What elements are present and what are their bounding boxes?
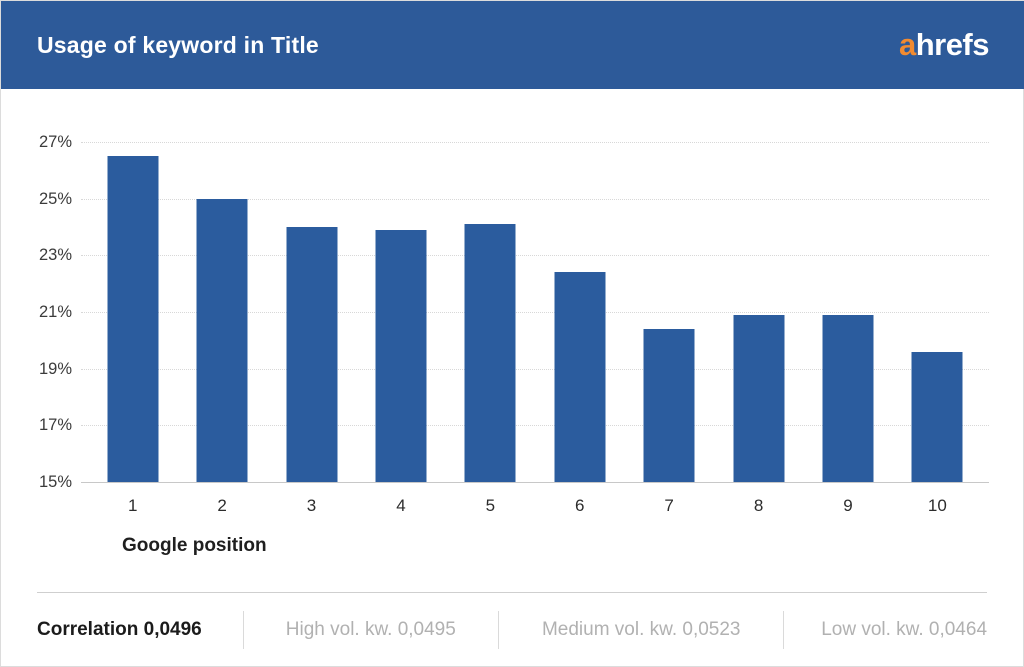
high-volume-correlation: High vol. kw. 0,0495 (242, 610, 498, 649)
ahrefs-logo-text: hrefs (915, 27, 990, 62)
y-axis-tick: 17% (38, 416, 72, 435)
y-axis-tick: 25% (38, 189, 72, 208)
y-axis-tick: 27% (38, 133, 72, 151)
gridline: 27% (39, 133, 989, 151)
bar-slot (446, 142, 535, 482)
ahrefs-logo: ahrefs (898, 27, 990, 63)
low-volume-correlation: Low vol. kw. 0,0464 (783, 610, 987, 649)
bar-position-8 (733, 314, 785, 482)
bar-position-6 (554, 272, 606, 482)
correlation-value: Correlation 0,0496 (37, 618, 202, 640)
bar-slot (88, 142, 177, 482)
bar-position-10 (911, 351, 963, 482)
x-axis-tick: 9 (843, 496, 853, 515)
bar-slot (624, 142, 713, 482)
y-axis-tick: 15% (38, 473, 72, 491)
gridline: 19% (39, 360, 989, 378)
gridline: 21% (39, 303, 989, 321)
bar-position-1 (107, 156, 159, 482)
header-bar: Usage of keyword in Title ahrefs (1, 1, 1024, 89)
x-axis-tick: 4 (396, 496, 406, 515)
bar-slot (535, 142, 624, 482)
x-axis-tick: 5 (485, 496, 496, 515)
x-axis-baseline: 15% (39, 473, 989, 491)
ahrefs-logo-accent: a (898, 27, 916, 62)
bar-position-9 (822, 314, 874, 482)
bar-chart: 27% 25% 23% 21% 19% 17% 15% 1 2 3 4 5 6 7 8 9 10 Google… (1, 89, 1024, 592)
page-title: Usage of keyword in Title (37, 31, 319, 58)
x-axis-tick: 1 (127, 496, 138, 515)
bar-slot (714, 142, 803, 482)
gridline: 17% (39, 416, 989, 434)
medium-volume-correlation: Medium vol. kw. 0,0523 (498, 610, 783, 649)
x-axis-tick: 8 (753, 496, 764, 515)
gridline: 23% (39, 246, 989, 264)
gridlines: 27% 25% 23% 21% 19% 17% 15% (39, 133, 989, 491)
bar-slot (177, 142, 266, 482)
x-axis-tick: 7 (664, 496, 674, 515)
x-axis-tick: 6 (575, 496, 585, 515)
bar-position-2 (196, 198, 248, 482)
y-axis-tick: 23% (38, 246, 72, 265)
y-axis-tick: 19% (38, 359, 72, 378)
x-axis-tick: 10 (927, 496, 947, 515)
bar-slot (356, 142, 445, 482)
x-axis-tick: 2 (217, 496, 227, 515)
x-axis-labels: 1 2 3 4 5 6 7 8 9 10 (88, 496, 982, 516)
footer-stats: Correlation 0,0496 High vol. kw. 0,0495 … (37, 593, 987, 666)
y-axis-tick: 21% (38, 303, 72, 321)
bar-position-3 (286, 227, 338, 482)
gridline: 25% (39, 190, 989, 208)
bar-slot (893, 142, 982, 482)
bar-position-4 (375, 229, 427, 482)
bar-position-5 (464, 224, 516, 482)
x-axis-title: Google position (122, 535, 267, 556)
x-axis-tick: 3 (306, 496, 317, 515)
bar-slot (267, 142, 356, 482)
footer-divider-line (37, 592, 987, 593)
bars-layer (88, 142, 982, 482)
bar-position-7 (643, 329, 695, 482)
bar-slot (803, 142, 892, 482)
